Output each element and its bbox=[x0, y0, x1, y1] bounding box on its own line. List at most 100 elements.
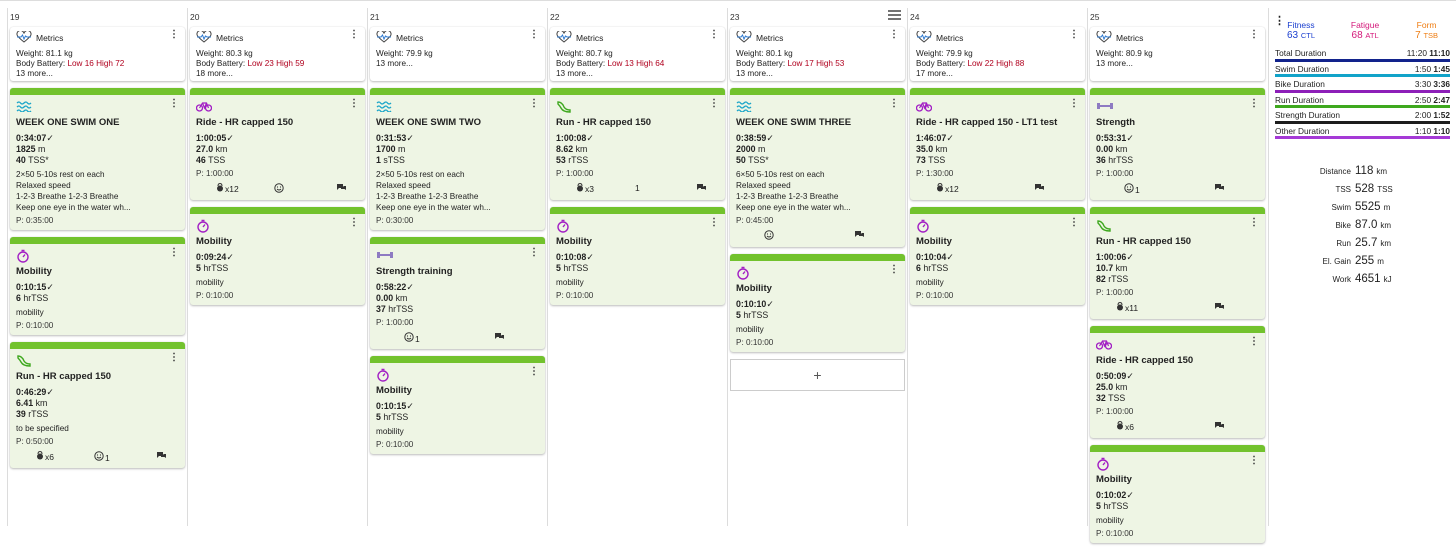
kettlebell-icon[interactable]: x12 bbox=[936, 182, 959, 194]
planned-value: 1:50 bbox=[1414, 63, 1434, 74]
stat-unit: TSS bbox=[1105, 393, 1126, 403]
stat-unit: ✓ bbox=[226, 133, 234, 143]
workout-card[interactable]: ⋮ Ride - HR capped 150 1:00:05✓ 27.0 km 46 T… bbox=[190, 88, 365, 200]
swim-icon bbox=[736, 100, 899, 114]
day-column: 19 Metrics ⋮ Weight: 81.1 kg Body Battery: L… bbox=[7, 8, 187, 526]
total-label: TSS bbox=[1335, 185, 1351, 194]
total-label: Swim bbox=[1331, 203, 1351, 212]
more-menu-icon[interactable]: ⋮ bbox=[529, 29, 539, 40]
comments-icon[interactable] bbox=[854, 230, 865, 241]
more-menu-icon[interactable]: ⋮ bbox=[1069, 98, 1079, 109]
total-label: Work bbox=[1332, 275, 1351, 284]
workout-card[interactable]: ⋮ Run - HR capped 150 0:46:29✓ 6.41 km 39 rT… bbox=[10, 342, 185, 468]
more-menu-icon[interactable]: ⋮ bbox=[169, 29, 179, 40]
more-menu-icon[interactable]: ⋮ bbox=[1069, 29, 1079, 40]
stat-value: 50 bbox=[736, 155, 746, 165]
feel-icon[interactable]: 1 bbox=[1124, 183, 1140, 195]
feel-icon[interactable]: 1 bbox=[404, 332, 420, 344]
more-menu-icon[interactable]: ⋮ bbox=[889, 29, 899, 40]
stat-unit: ✓ bbox=[46, 133, 54, 143]
workout-load: 40 TSS* bbox=[16, 155, 179, 166]
workout-card[interactable]: ⋮ Ride - HR capped 150 0:50:09✓ 25.0 km 32 T… bbox=[1090, 326, 1265, 438]
more-menu-icon[interactable]: ⋮ bbox=[169, 98, 179, 109]
workout-description: to be specified bbox=[16, 423, 179, 434]
more-menu-icon[interactable]: ⋮ bbox=[529, 247, 539, 258]
workout-card[interactable]: ⋮ Mobility 0:10:10✓ 5 hrTSS mobility P: 0:10:… bbox=[730, 254, 905, 352]
more-menu-icon[interactable]: ⋮ bbox=[709, 29, 719, 40]
more-menu-icon[interactable]: ⋮ bbox=[349, 98, 359, 109]
more-menu-icon[interactable]: ⋮ bbox=[349, 217, 359, 228]
metrics-card[interactable]: Metrics ⋮ Weight: 80.9 kg 13 more... bbox=[1090, 27, 1265, 81]
more-menu-icon[interactable]: ⋮ bbox=[1249, 217, 1259, 228]
stat-unit: ✓ bbox=[226, 252, 234, 262]
kettlebell-icon[interactable]: x6 bbox=[1116, 420, 1134, 432]
workout-card[interactable]: ⋮ Run - HR capped 150 1:00:06✓ 10.7 km 82 rT… bbox=[1090, 207, 1265, 319]
total-row: El. Gain 255 m bbox=[1269, 255, 1456, 273]
more-menu-icon[interactable]: ⋮ bbox=[169, 247, 179, 258]
comments-icon[interactable] bbox=[494, 332, 505, 343]
metrics-title-row: Metrics bbox=[376, 30, 539, 45]
workout-card[interactable]: ⋮ Strength training 0:58:22✓ 0.00 km 37 hrTS… bbox=[370, 237, 545, 349]
metrics-card[interactable]: Metrics ⋮ Weight: 80.7 kg Body Battery: Low… bbox=[550, 27, 725, 81]
kettlebell-icon[interactable]: x6 bbox=[36, 450, 54, 462]
total-unit: m bbox=[1377, 257, 1384, 266]
kettlebell-icon[interactable]: x12 bbox=[216, 182, 239, 194]
more-menu-icon[interactable]: ⋮ bbox=[349, 29, 359, 40]
add-workout-button[interactable]: + bbox=[730, 359, 905, 391]
workout-card[interactable]: ⋮ Mobility 0:09:24✓ 5 hrTSS mobility P: 0:10:… bbox=[190, 207, 365, 305]
workout-card[interactable]: ⋮ Run - HR capped 150 1:00:08✓ 8.62 km 53 rT… bbox=[550, 88, 725, 200]
stat-unit: ✓ bbox=[766, 133, 774, 143]
workout-card[interactable]: ⋮ Mobility 0:10:02✓ 5 hrTSS mobility P: 0:10:… bbox=[1090, 445, 1265, 543]
more-menu-icon[interactable]: ⋮ bbox=[529, 366, 539, 377]
more-menu-icon[interactable]: ⋮ bbox=[1249, 98, 1259, 109]
workout-card[interactable]: ⋮ Mobility 0:10:15✓ 6 hrTSS mobility P: 0:10:… bbox=[10, 237, 185, 335]
comments-icon[interactable] bbox=[1214, 183, 1225, 194]
more-menu-icon[interactable]: ⋮ bbox=[889, 264, 899, 275]
metrics-card[interactable]: Metrics ⋮ Weight: 79.9 kg Body Battery: Low… bbox=[910, 27, 1085, 81]
more-menu-icon[interactable]: ⋮ bbox=[889, 98, 899, 109]
weight-value: Weight: 80.9 kg bbox=[1096, 49, 1153, 58]
more-menu-icon[interactable]: ⋮ bbox=[709, 98, 719, 109]
metrics-card[interactable]: Metrics ⋮ Weight: 80.3 kg Body Battery: Low… bbox=[190, 27, 365, 81]
workout-card[interactable]: ⋮ WEEK ONE SWIM ONE 0:34:07✓ 1825 m 40 TSS* 2… bbox=[10, 88, 185, 230]
kettlebell-icon[interactable]: x11 bbox=[1116, 301, 1138, 313]
workout-footer bbox=[736, 229, 899, 243]
rpe-count[interactable]: 1 bbox=[634, 183, 640, 193]
metrics-title-row: Metrics bbox=[16, 30, 179, 45]
comments-icon[interactable] bbox=[336, 183, 347, 194]
more-menu-icon[interactable]: ⋮ bbox=[529, 98, 539, 109]
kettlebell-icon[interactable]: x3 bbox=[576, 182, 594, 194]
comments-icon[interactable] bbox=[1034, 183, 1045, 194]
menu-icon[interactable] bbox=[888, 10, 901, 22]
more-menu-icon[interactable]: ⋮ bbox=[1069, 217, 1079, 228]
workout-card[interactable]: ⋮ WEEK ONE SWIM THREE 0:38:59✓ 2000 m 50 TSS… bbox=[730, 88, 905, 247]
feel-icon[interactable] bbox=[274, 183, 284, 195]
workout-card[interactable]: ⋮ Mobility 0:10:08✓ 5 hrTSS mobility P: 0:10:… bbox=[550, 207, 725, 305]
total-value: 5525 bbox=[1355, 201, 1381, 213]
workout-card[interactable]: ⋮ Ride - HR capped 150 - LT1 test 1:46:07✓… bbox=[910, 88, 1085, 200]
comments-icon[interactable] bbox=[1214, 302, 1225, 313]
metrics-card[interactable]: Metrics ⋮ Weight: 79.9 kg 13 more... bbox=[370, 27, 545, 81]
metrics-card[interactable]: Metrics ⋮ Weight: 80.1 kg Body Battery: Low… bbox=[730, 27, 905, 81]
workout-card[interactable]: ⋮ Mobility 0:10:04✓ 6 hrTSS mobility P: 0:10:… bbox=[910, 207, 1085, 305]
comments-icon[interactable] bbox=[1214, 421, 1225, 432]
more-menu-icon[interactable]: ⋮ bbox=[1249, 29, 1259, 40]
workout-card[interactable]: ⋮ Mobility 0:10:15✓ 5 hrTSS mobility P: 0:10:… bbox=[370, 356, 545, 454]
comments-icon[interactable] bbox=[696, 183, 707, 194]
feel-icon[interactable]: 1 bbox=[94, 451, 110, 463]
description-line: 1-2-3 Breathe 1-2-3 Breathe bbox=[376, 192, 479, 201]
workout-card[interactable]: ⋮ Strength 0:53:31✓ 0.00 km 36 hrTSS P: 1:00:… bbox=[1090, 88, 1265, 200]
more-menu-icon[interactable]: ⋮ bbox=[709, 217, 719, 228]
body-battery: Body Battery: Low 17 High 53 bbox=[736, 59, 899, 69]
summary-menu-icon[interactable]: ⋮ bbox=[1274, 15, 1285, 27]
duration-row: Total Duration 11:20 11:10 bbox=[1275, 46, 1450, 62]
comments-icon[interactable] bbox=[156, 451, 167, 462]
more-menu-icon[interactable]: ⋮ bbox=[1249, 336, 1259, 347]
stat-unit: hrTSS bbox=[1105, 155, 1134, 165]
feel-icon[interactable] bbox=[764, 230, 774, 242]
fatigue-value: 68 ATL bbox=[1351, 30, 1379, 41]
metrics-card[interactable]: Metrics ⋮ Weight: 81.1 kg Body Battery: Low… bbox=[10, 27, 185, 81]
more-menu-icon[interactable]: ⋮ bbox=[169, 352, 179, 363]
more-menu-icon[interactable]: ⋮ bbox=[1249, 455, 1259, 466]
